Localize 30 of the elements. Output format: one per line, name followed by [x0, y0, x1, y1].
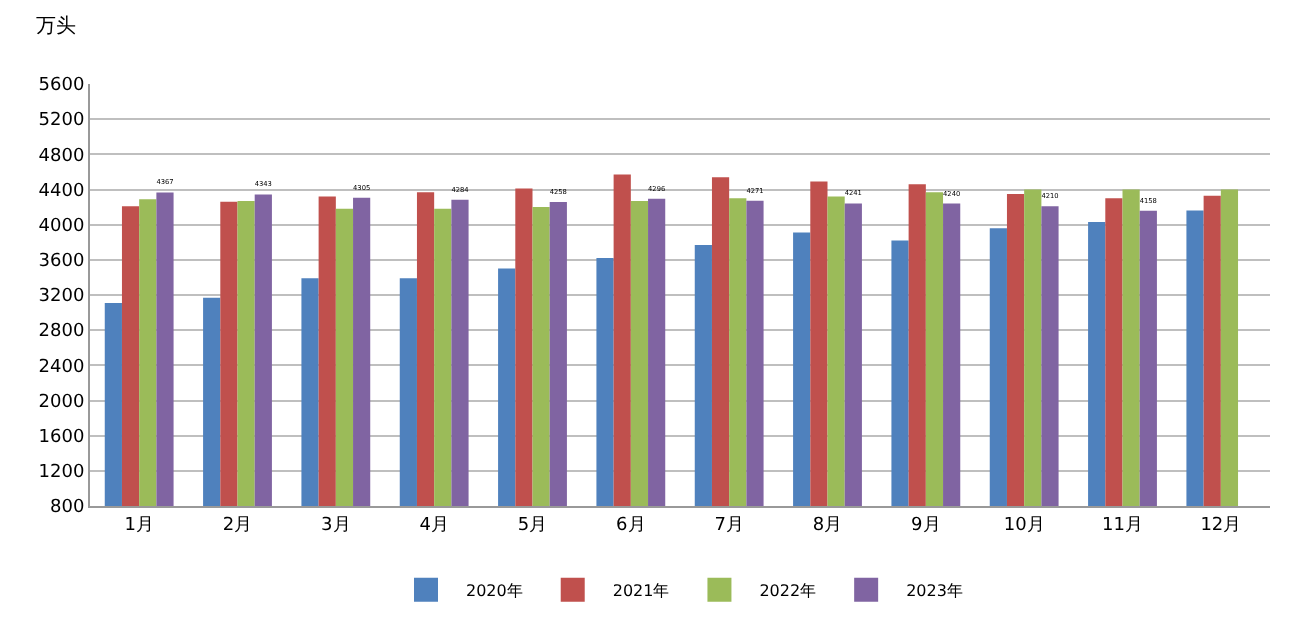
x-tick-label: 7月 — [714, 515, 744, 536]
y-tick-label: 1600 — [38, 427, 85, 448]
y-tick-label: 2800 — [38, 322, 85, 343]
y-tick-label: 5200 — [38, 111, 85, 132]
x-tick-label: 8月 — [812, 515, 843, 536]
y-tick-label: 2400 — [38, 357, 85, 378]
x-tick-label: 1月 — [124, 515, 154, 536]
y-tick-label: 5600 — [38, 76, 85, 97]
x-tick-label: 9月 — [911, 515, 941, 536]
y-tick-label: 4800 — [38, 146, 85, 167]
x-tick-label: 6月 — [616, 515, 646, 536]
y-tick-label: 4400 — [38, 181, 85, 202]
y-tick-label: 1200 — [38, 463, 85, 484]
x-tick-label: 3月 — [321, 515, 351, 536]
legend-label: 2021年 — [612, 582, 670, 601]
legend-label: 2020年 — [466, 582, 523, 601]
x-tick-label: 10月 — [1003, 515, 1045, 536]
x-tick-label: 11月 — [1102, 515, 1143, 536]
x-tick-label: 12月 — [1200, 515, 1242, 536]
y-tick-label: 4000 — [38, 216, 85, 237]
y-tick-label: 3600 — [38, 252, 85, 273]
legend-label: 2023年 — [906, 582, 963, 601]
x-tick-label: 2月 — [222, 515, 253, 536]
x-tick-label: 4月 — [419, 515, 449, 536]
legend-label: 2022年 — [759, 582, 817, 601]
y-axis-title: 万头 — [36, 14, 76, 38]
y-tick-label: 800 — [50, 498, 85, 519]
y-tick-label: 3200 — [38, 287, 85, 308]
y-tick-label: 2000 — [38, 392, 85, 413]
x-tick-label: 5月 — [517, 515, 548, 536]
